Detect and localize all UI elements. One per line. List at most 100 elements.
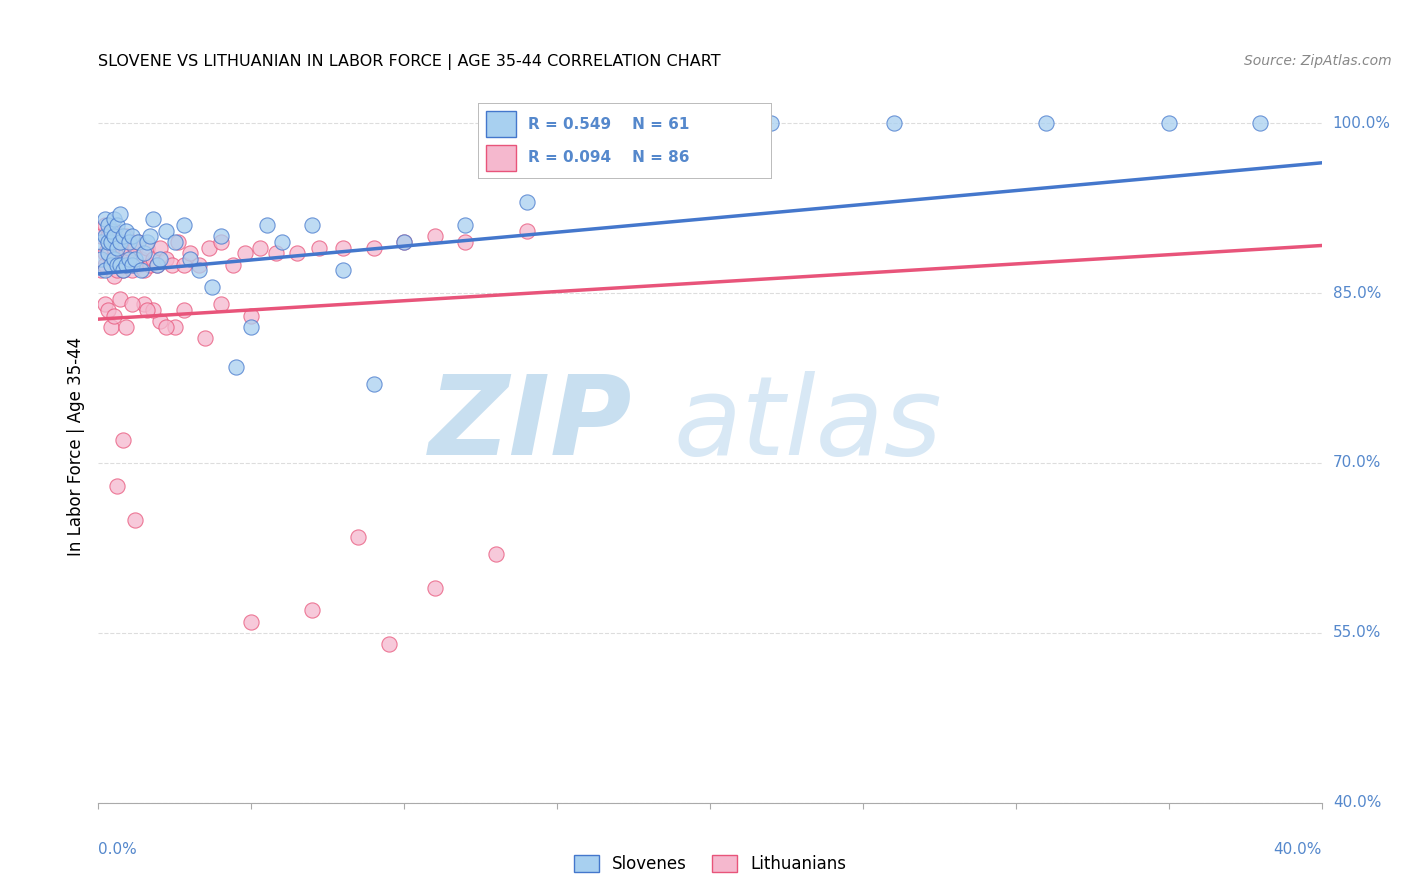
Point xyxy=(423,229,446,244)
Text: Source: ZipAtlas.com: Source: ZipAtlas.com xyxy=(1244,54,1392,68)
Point xyxy=(100,235,122,249)
Point xyxy=(118,258,141,272)
Point xyxy=(139,229,162,244)
Point xyxy=(118,252,141,266)
Text: atlas: atlas xyxy=(673,371,942,478)
Text: 70.0%: 70.0% xyxy=(1333,456,1381,470)
Point xyxy=(103,269,125,284)
Point xyxy=(115,320,138,334)
Point xyxy=(108,292,131,306)
Point xyxy=(332,263,354,277)
Point xyxy=(93,246,115,260)
Point xyxy=(105,241,128,255)
Point xyxy=(121,258,143,272)
Point xyxy=(127,258,149,272)
Point xyxy=(240,320,263,334)
Point xyxy=(136,235,159,249)
Point xyxy=(222,258,245,272)
Text: SLOVENE VS LITHUANIAN IN LABOR FORCE | AGE 35-44 CORRELATION CHART: SLOVENE VS LITHUANIAN IN LABOR FORCE | A… xyxy=(98,54,721,70)
Point xyxy=(240,615,263,629)
Point xyxy=(108,235,131,249)
Point xyxy=(188,263,211,277)
Point xyxy=(173,258,195,272)
Point xyxy=(103,309,125,323)
Point xyxy=(93,218,115,232)
Point xyxy=(124,258,146,272)
Text: 40.0%: 40.0% xyxy=(1333,796,1381,810)
Point xyxy=(347,530,370,544)
Point xyxy=(124,513,146,527)
Point xyxy=(97,246,120,260)
Point xyxy=(485,547,508,561)
Legend: Slovenes, Lithuanians: Slovenes, Lithuanians xyxy=(567,848,853,880)
Text: 55.0%: 55.0% xyxy=(1333,625,1381,640)
Point xyxy=(173,218,195,232)
Point xyxy=(121,263,143,277)
Point xyxy=(127,235,149,249)
Point xyxy=(256,218,278,232)
Point xyxy=(108,258,131,272)
Point xyxy=(392,235,416,249)
Point xyxy=(97,235,120,249)
Point xyxy=(100,258,122,272)
Point xyxy=(103,252,125,266)
Point xyxy=(155,252,177,266)
Point xyxy=(270,235,292,249)
Point xyxy=(209,229,232,244)
Point xyxy=(155,224,177,238)
Point xyxy=(454,235,477,249)
Point xyxy=(134,246,156,260)
Point xyxy=(105,218,128,232)
Point xyxy=(100,258,122,272)
Point xyxy=(392,235,416,249)
Point xyxy=(134,297,156,311)
Text: 100.0%: 100.0% xyxy=(1333,116,1391,131)
Point xyxy=(516,224,538,238)
Point xyxy=(100,235,122,249)
Point xyxy=(197,241,219,255)
Point xyxy=(100,224,122,238)
Point xyxy=(363,241,385,255)
Point xyxy=(167,235,190,249)
Point xyxy=(149,241,172,255)
Point xyxy=(93,258,115,272)
Point xyxy=(363,376,385,391)
Point xyxy=(103,224,125,238)
Point xyxy=(97,229,120,244)
Point xyxy=(149,252,172,266)
Point xyxy=(142,252,165,266)
Text: 85.0%: 85.0% xyxy=(1333,285,1381,301)
Point xyxy=(423,581,446,595)
Point xyxy=(145,258,167,272)
Point xyxy=(576,161,599,176)
Point xyxy=(142,212,165,227)
Point xyxy=(1249,116,1271,130)
Point xyxy=(90,263,112,277)
Point xyxy=(194,331,217,345)
Point xyxy=(163,235,186,249)
Point xyxy=(136,241,159,255)
Point xyxy=(149,314,172,328)
Point xyxy=(108,246,131,260)
Point xyxy=(105,478,128,492)
Point xyxy=(1035,116,1057,130)
Point xyxy=(142,303,165,318)
Point xyxy=(108,207,131,221)
Point xyxy=(97,235,120,249)
Point xyxy=(127,235,149,249)
Point xyxy=(103,229,125,244)
Point xyxy=(105,263,128,277)
Point xyxy=(93,212,115,227)
Point xyxy=(225,359,247,374)
Point xyxy=(516,195,538,210)
Point xyxy=(308,241,330,255)
Point xyxy=(105,258,128,272)
Point xyxy=(100,252,122,266)
Point xyxy=(108,258,131,272)
Point xyxy=(118,241,141,255)
Point xyxy=(155,320,177,334)
Point xyxy=(90,235,112,249)
Point xyxy=(883,116,905,130)
Point xyxy=(105,235,128,249)
Point xyxy=(129,252,152,266)
